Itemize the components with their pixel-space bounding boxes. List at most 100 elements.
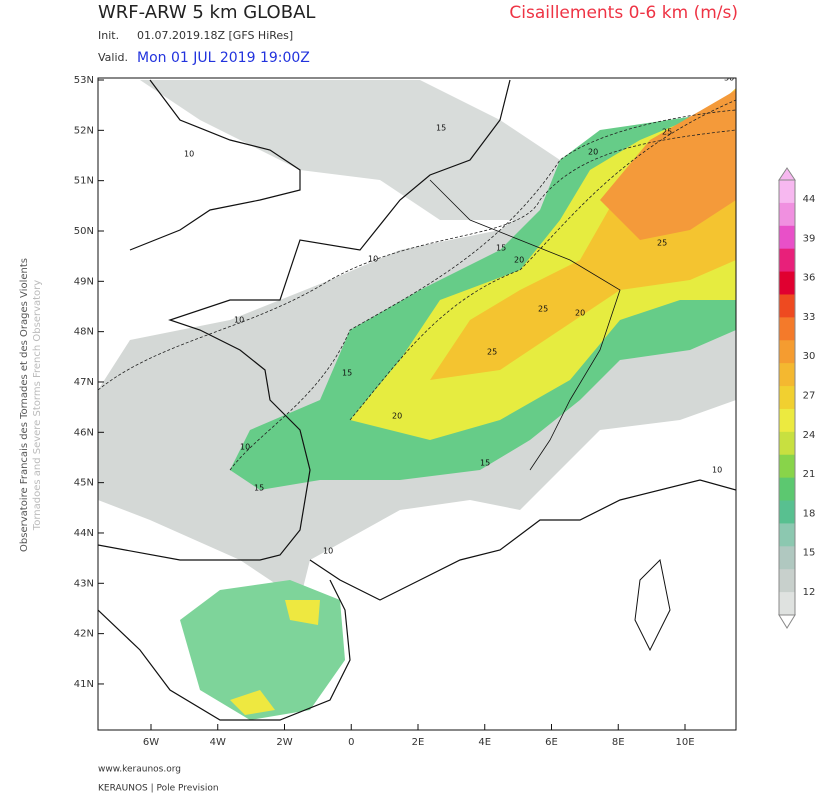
- lon-label: 4W: [210, 737, 226, 748]
- contour-line: [229, 109, 736, 471]
- colorbar-cell: [779, 500, 795, 524]
- lon-label: 2E: [412, 737, 425, 748]
- contour-label: 10: [368, 255, 378, 264]
- lat-label: 47N: [74, 377, 94, 388]
- coastline: [98, 79, 511, 561]
- shading-yellow: [230, 600, 320, 715]
- lon-label: 6E: [545, 737, 558, 748]
- colorbar-label: 39: [803, 233, 816, 244]
- contour-label: 15: [436, 124, 446, 133]
- colorbar-label: 27: [803, 391, 816, 402]
- contour-label: 20: [588, 148, 598, 157]
- colorbar-label: 24: [803, 430, 816, 441]
- contour-line: [98, 129, 736, 391]
- valid-value: Mon 01 JUL 2019 19:00Z: [137, 50, 310, 66]
- colorbar-cell: [779, 386, 795, 410]
- colorbar-label: 30: [803, 351, 816, 362]
- colorbar-cell: [779, 477, 795, 502]
- contour-label: 10: [712, 466, 722, 475]
- colorbar-label: 12: [803, 587, 816, 598]
- init-label: Init.: [98, 29, 119, 42]
- colorbar-cell: [779, 408, 795, 433]
- init-value: 01.07.2019.18Z [GFS HiRes]: [137, 29, 293, 42]
- contour-label: 20: [575, 309, 585, 318]
- contour-label: 15: [480, 459, 490, 468]
- map: 30 25 25 25 25 20 20 20 20 15 15 15 15 1…: [97, 74, 737, 731]
- colorbar-cell: [779, 569, 795, 593]
- lon-label: 10E: [675, 737, 694, 748]
- colorbar-label: 33: [803, 312, 816, 323]
- coastline: [129, 79, 301, 251]
- lon-label: 2W: [276, 737, 292, 748]
- colorbar-cell: [779, 225, 795, 250]
- colorbar-cell: [779, 523, 795, 547]
- contour-label: 25: [538, 305, 548, 314]
- colorbar-cell: [779, 317, 795, 341]
- coastline: [98, 579, 351, 721]
- colorbar-cell: [779, 592, 795, 616]
- contour-label: 20: [514, 256, 524, 265]
- colorbar-cell: [779, 340, 795, 364]
- shading-orange: [600, 90, 736, 240]
- colorbar-label: 44: [803, 194, 816, 205]
- footer-text: www.keraunos.org: [98, 765, 181, 775]
- colorbar-cap: [778, 614, 796, 629]
- colorbar-cell: [779, 294, 795, 318]
- map-frame: [97, 77, 737, 731]
- contour-label: 10: [240, 443, 250, 452]
- colorbar-cell: [779, 431, 795, 456]
- contour-label: 20: [392, 412, 402, 421]
- lat-label: 46N: [74, 427, 94, 438]
- colorbar-cell: [779, 180, 795, 204]
- border: [429, 179, 621, 471]
- side-text: Observatoire Francais des Tornades et de…: [19, 258, 30, 552]
- lat-label: 43N: [74, 578, 94, 589]
- contour-label: 15: [496, 244, 506, 253]
- contour-label: 25: [662, 128, 672, 137]
- lat-label: 42N: [74, 629, 94, 640]
- contour-label: 15: [342, 369, 352, 378]
- colorbar-cell: [779, 363, 795, 387]
- lon-label: 4E: [478, 737, 491, 748]
- colorbar-label: 21: [803, 469, 816, 480]
- contour-label: 30: [724, 74, 734, 83]
- colorbar-cap: [778, 167, 796, 181]
- contour-label: 15: [254, 484, 264, 493]
- lat-label: 44N: [74, 528, 94, 539]
- lat-label: 53N: [74, 75, 94, 86]
- parameter-title: Cisaillements 0-6 km (m/s): [509, 3, 738, 23]
- lon-label: 6W: [143, 737, 159, 748]
- side-text: Tornadoes and Severe Storms French Obser…: [32, 280, 43, 531]
- colorbar-label: 36: [803, 273, 816, 284]
- lon-label: 0: [348, 737, 354, 748]
- colorbar-cell: [779, 248, 795, 273]
- colorbar-cell: [779, 454, 795, 479]
- colorbar-cell: [779, 271, 795, 295]
- lat-label: 48N: [74, 327, 94, 338]
- lat-label: 51N: [74, 176, 94, 187]
- contour-label: 25: [487, 348, 497, 357]
- title: WRF-ARW 5 km GLOBAL: [98, 2, 315, 23]
- coastline: [309, 479, 736, 601]
- colorbar-cell: [779, 202, 795, 227]
- contour-label: 10: [184, 150, 194, 159]
- lat-label: 41N: [74, 679, 94, 690]
- lat-label: 50N: [74, 226, 94, 237]
- lat-label: 49N: [74, 276, 94, 287]
- contour-label: 10: [323, 547, 333, 556]
- colorbar-label: 15: [803, 548, 816, 559]
- lat-label: 45N: [74, 478, 94, 489]
- lon-label: 8E: [612, 737, 625, 748]
- footer-text: KERAUNOS | Pole Prevision: [98, 784, 219, 794]
- colorbar-frame: [778, 179, 796, 616]
- colorbar-label: 18: [803, 508, 816, 519]
- island: [634, 558, 671, 652]
- colorbar-cell: [779, 546, 795, 570]
- contour-label: 25: [657, 239, 667, 248]
- contour-label: 10: [234, 316, 244, 325]
- shading-gray: [140, 80, 560, 220]
- lat-label: 52N: [74, 125, 94, 136]
- valid-label: Valid.: [98, 51, 128, 64]
- colorbar: 44 39 36 33 30 27 24 21 18 15 12: [778, 167, 816, 629]
